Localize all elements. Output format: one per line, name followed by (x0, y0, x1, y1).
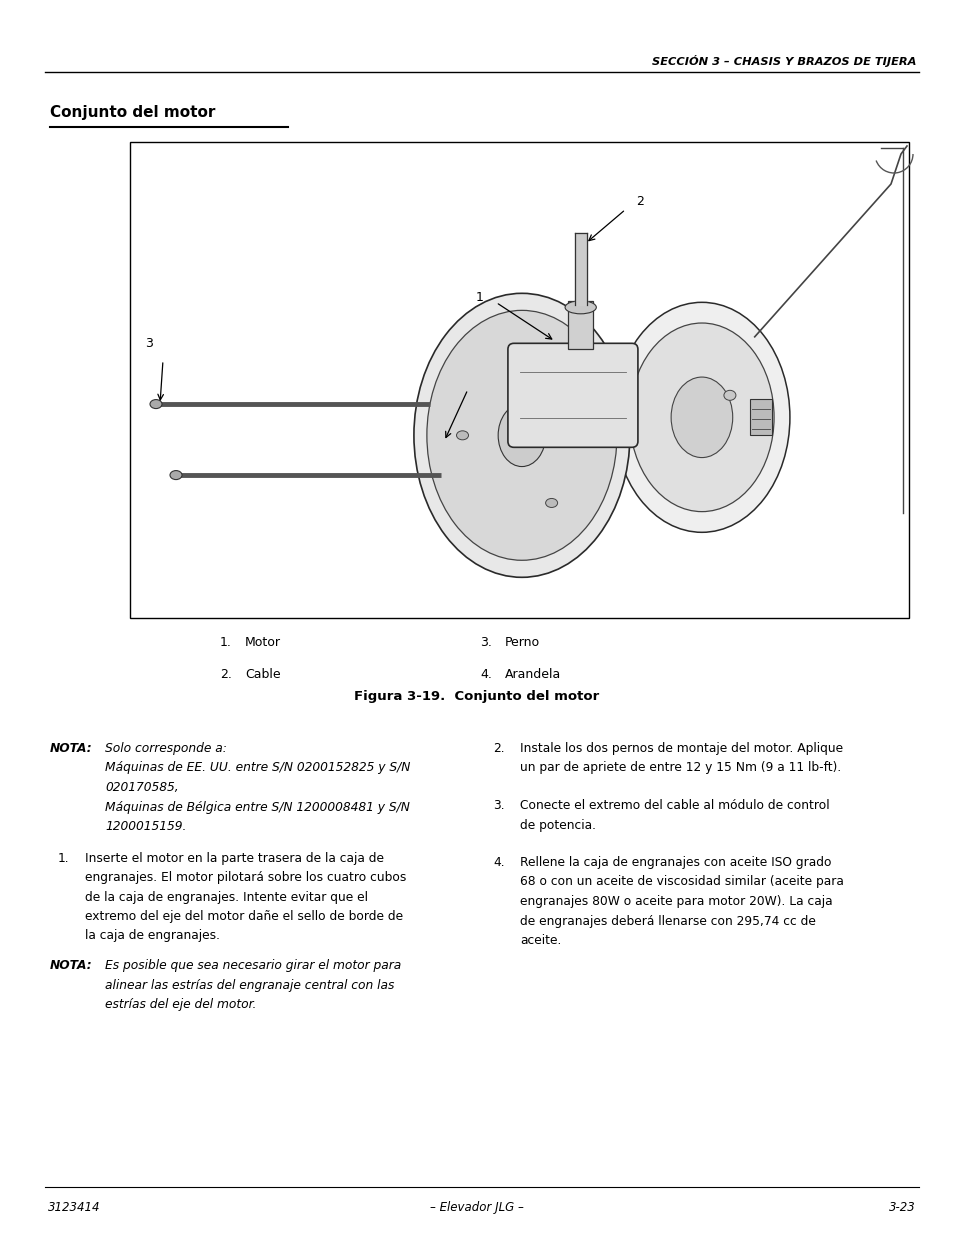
Text: 2: 2 (635, 195, 643, 207)
Ellipse shape (414, 294, 629, 577)
Ellipse shape (564, 301, 596, 314)
Text: Máquinas de Bélgica entre S/N 1200008481 y S/N: Máquinas de Bélgica entre S/N 1200008481… (105, 800, 410, 814)
Ellipse shape (545, 363, 558, 372)
Text: 3.: 3. (493, 799, 504, 811)
Text: 4.: 4. (479, 668, 492, 680)
Text: aceite.: aceite. (519, 934, 560, 947)
Text: de potencia.: de potencia. (519, 819, 596, 831)
Text: 4.: 4. (493, 856, 504, 869)
Text: NOTA:: NOTA: (50, 742, 92, 755)
Text: 68 o con un aceite de viscosidad similar (aceite para: 68 o con un aceite de viscosidad similar… (519, 876, 843, 888)
Ellipse shape (614, 303, 789, 532)
Text: – Elevador JLG –: – Elevador JLG – (430, 1200, 523, 1214)
Text: de la caja de engranajes. Intente evitar que el: de la caja de engranajes. Intente evitar… (85, 890, 368, 904)
Text: Solo corresponde a:: Solo corresponde a: (105, 742, 227, 755)
Text: 3.: 3. (479, 636, 492, 650)
Text: la caja de engranajes.: la caja de engranajes. (85, 930, 220, 942)
Text: 020170585,: 020170585, (105, 781, 178, 794)
Bar (130, 142, 908, 618)
Text: Motor: Motor (245, 636, 281, 650)
Text: un par de apriete de entre 12 y 15 Nm (9 a 11 lb-ft).: un par de apriete de entre 12 y 15 Nm (9… (519, 762, 841, 774)
Text: extremo del eje del motor dañe el sello de borde de: extremo del eje del motor dañe el sello … (85, 910, 403, 923)
Ellipse shape (723, 390, 735, 400)
Text: 1200015159.: 1200015159. (105, 820, 186, 832)
Text: 1.: 1. (220, 636, 232, 650)
Text: Cable: Cable (245, 668, 280, 680)
Text: Inserte el motor en la parte trasera de la caja de: Inserte el motor en la parte trasera de … (85, 851, 384, 864)
Ellipse shape (545, 499, 558, 508)
Ellipse shape (170, 471, 182, 479)
Text: 1.: 1. (58, 851, 70, 864)
Text: engranajes. El motor pilotará sobre los cuatro cubos: engranajes. El motor pilotará sobre los … (85, 871, 406, 884)
Ellipse shape (670, 377, 732, 458)
Bar (749, 399, 772, 435)
Text: engranajes 80W o aceite para motor 20W). La caja: engranajes 80W o aceite para motor 20W).… (519, 895, 832, 908)
Text: 2.: 2. (220, 668, 232, 680)
Text: Rellene la caja de engranajes con aceite ISO grado: Rellene la caja de engranajes con aceite… (519, 856, 831, 869)
Text: Perno: Perno (504, 636, 539, 650)
Bar (568, 301, 593, 350)
Ellipse shape (456, 431, 468, 440)
Text: 1: 1 (476, 290, 483, 304)
Text: 2.: 2. (493, 742, 504, 755)
Text: Máquinas de EE. UU. entre S/N 0200152825 y S/N: Máquinas de EE. UU. entre S/N 0200152825… (105, 762, 410, 774)
Text: 3: 3 (145, 337, 152, 350)
Ellipse shape (150, 400, 162, 409)
Text: Conjunto del motor: Conjunto del motor (50, 105, 215, 120)
Text: alinear las estrías del engranaje central con las: alinear las estrías del engranaje centra… (105, 978, 394, 992)
FancyBboxPatch shape (507, 343, 638, 447)
Ellipse shape (497, 404, 545, 467)
Text: Arandela: Arandela (504, 668, 560, 680)
Text: SECCIÓN 3 – CHASIS Y BRAZOS DE TIJERA: SECCIÓN 3 – CHASIS Y BRAZOS DE TIJERA (651, 56, 915, 67)
Ellipse shape (426, 310, 617, 561)
Text: Conecte el extremo del cable al módulo de control: Conecte el extremo del cable al módulo d… (519, 799, 829, 811)
Text: 3123414: 3123414 (48, 1200, 100, 1214)
Text: 3-23: 3-23 (888, 1200, 915, 1214)
Text: estrías del eje del motor.: estrías del eje del motor. (105, 998, 256, 1011)
Text: Figura 3-19.  Conjunto del motor: Figura 3-19. Conjunto del motor (354, 690, 599, 703)
Text: NOTA:: NOTA: (50, 960, 92, 972)
Text: Es posible que sea necesario girar el motor para: Es posible que sea necesario girar el mo… (105, 960, 401, 972)
Text: de engranajes deberá llenarse con 295,74 cc de: de engranajes deberá llenarse con 295,74… (519, 914, 815, 927)
Text: Instale los dos pernos de montaje del motor. Aplique: Instale los dos pernos de montaje del mo… (519, 742, 842, 755)
Ellipse shape (629, 324, 773, 511)
Text: 4: 4 (448, 364, 456, 378)
